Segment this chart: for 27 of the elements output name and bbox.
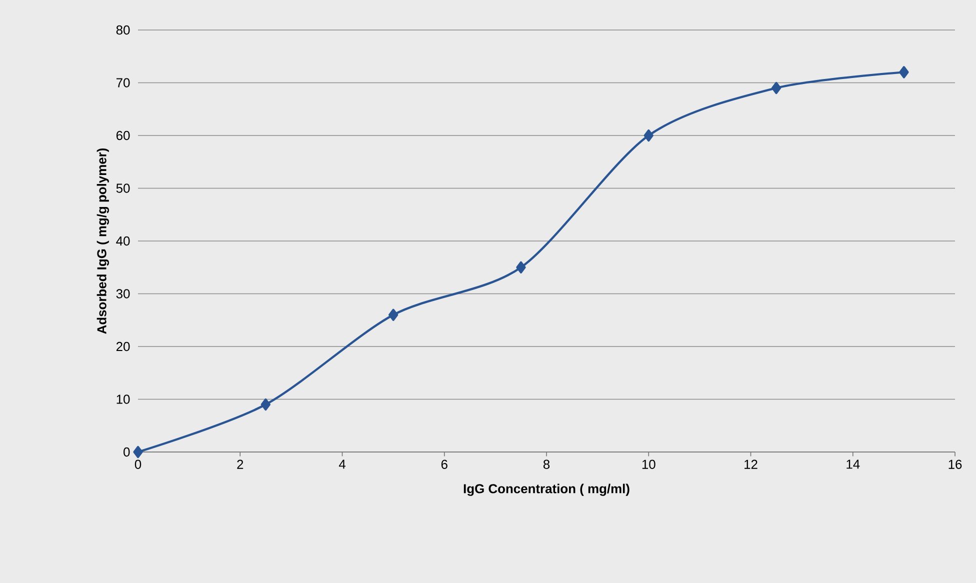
y-axis-title: Adsorbed IgG ( mg/g polymer): [96, 148, 109, 334]
y-tick-label: 60: [116, 130, 130, 140]
y-tick-label: 50: [116, 184, 130, 193]
point: [899, 66, 909, 78]
x-tick-label: 14: [846, 460, 860, 469]
point: [516, 261, 526, 274]
y-tick-label: 40: [116, 236, 130, 246]
point: [644, 129, 654, 142]
x-tick-label: 2: [237, 460, 244, 469]
x-tick-label: 4: [338, 460, 346, 469]
y-tick-label: 0: [124, 447, 130, 457]
x-axis-title: IgG Concentration ( mg/ml): [464, 484, 630, 496]
x-tick-label: 0: [134, 460, 142, 469]
y-tick-label: 80: [116, 25, 130, 35]
y-tick-label: 30: [116, 289, 130, 298]
point: [133, 446, 143, 458]
x-tick-label: 8: [543, 460, 550, 469]
point: [388, 308, 398, 321]
y-tick-label: 20: [116, 342, 130, 352]
x-tick-label: 12: [744, 460, 758, 469]
x-tick-label: 6: [441, 460, 448, 469]
x-tick-label: 10: [642, 460, 656, 469]
point: [260, 398, 271, 411]
x-tick-label: 16: [948, 460, 962, 469]
y-tick-label: 70: [116, 78, 130, 88]
point: [771, 82, 782, 94]
y-tick-label: 10: [116, 394, 130, 404]
